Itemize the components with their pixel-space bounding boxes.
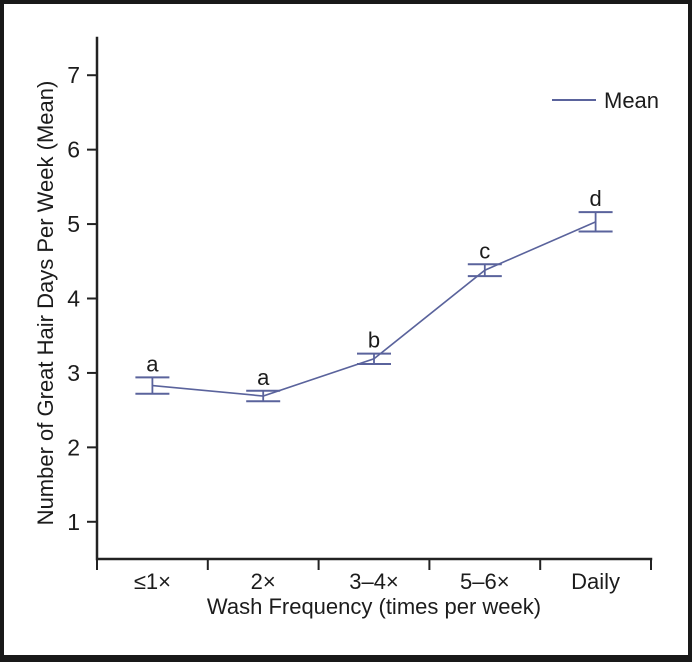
- y-tick-label: 4: [67, 286, 80, 312]
- x-tick-label: 5–6×: [460, 569, 510, 594]
- y-tick-label: 7: [67, 62, 80, 88]
- frame-border-right: [688, 0, 692, 662]
- y-tick-label: 3: [67, 360, 80, 386]
- x-axis-title: Wash Frequency (times per week): [207, 594, 541, 619]
- x-tick-label: 3–4×: [349, 569, 399, 594]
- axes: 1 2 3 4 5 6 7 ≤1× 2× 3–4× 5–6× Daily: [67, 36, 653, 594]
- mean-line: [152, 221, 596, 397]
- axis-spines: [95, 36, 653, 561]
- frame-border-bottom: [0, 655, 692, 662]
- significance-letter: d: [589, 186, 601, 211]
- y-tick-label: 2: [67, 434, 80, 460]
- significance-letter: a: [146, 351, 159, 376]
- frame-border-top: [0, 0, 692, 4]
- legend: Mean: [552, 88, 659, 113]
- y-tick-label: 1: [67, 509, 80, 535]
- legend-label: Mean: [604, 88, 659, 113]
- significance-letter: b: [368, 328, 380, 353]
- x-tick-label: ≤1×: [134, 569, 171, 594]
- series-mean: a a b c d: [135, 186, 613, 403]
- y-axis-title: Number of Great Hair Days Per Week (Mean…: [33, 81, 58, 526]
- frame-border-left: [0, 0, 4, 662]
- y-tick-label: 6: [67, 137, 80, 163]
- x-tick-label: 2×: [251, 569, 276, 594]
- significance-letter: c: [479, 238, 490, 263]
- y-tick-label: 5: [67, 211, 80, 237]
- significance-letter: a: [257, 365, 270, 390]
- x-tick-label: Daily: [571, 569, 620, 594]
